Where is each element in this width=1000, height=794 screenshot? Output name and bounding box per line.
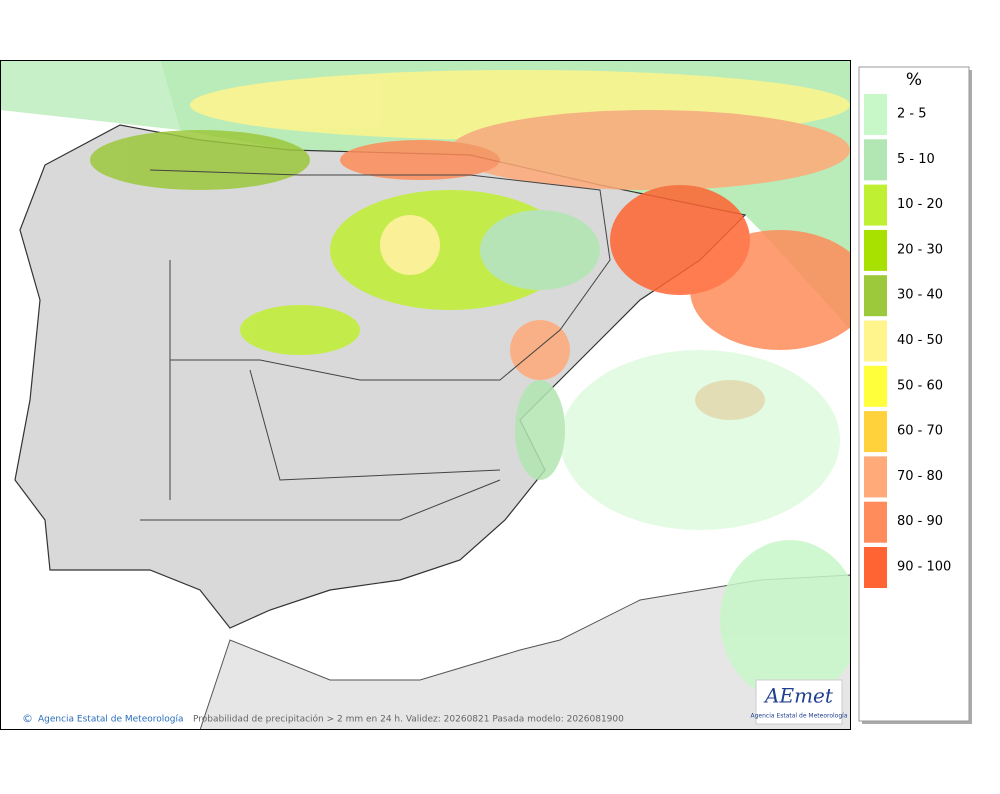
legend-label: 5 - 10 bbox=[897, 152, 935, 167]
legend-label: 2 - 5 bbox=[897, 107, 927, 122]
copyright-symbol: © bbox=[22, 712, 33, 725]
sea-north bbox=[0, 60, 180, 130]
legend-swatch bbox=[864, 456, 887, 498]
map-caption: Probabilidad de precipitación > 2 mm en … bbox=[193, 714, 624, 725]
legend-label: 60 - 70 bbox=[897, 424, 943, 439]
legend-label: 70 - 80 bbox=[897, 469, 943, 484]
legend-label: 50 - 60 bbox=[897, 378, 943, 393]
legend-title: % bbox=[906, 70, 922, 90]
legend-swatch bbox=[864, 411, 887, 453]
legend-swatch bbox=[864, 139, 887, 181]
borders bbox=[140, 169, 611, 521]
legend-items: 2 - 5 5 - 10 10 - 20 20 - 30 30 - 40 40 - 50 5… bbox=[864, 94, 951, 588]
legend-label: 40 - 50 bbox=[897, 333, 943, 348]
logo-box bbox=[755, 679, 843, 725]
agency-credit: Agencia Estatal de Meteorología bbox=[38, 715, 184, 725]
legend-label: 80 - 90 bbox=[897, 514, 943, 529]
legend-swatch bbox=[864, 501, 887, 543]
legend-swatch bbox=[864, 365, 887, 407]
logo-name: AEmet bbox=[763, 684, 834, 708]
map-frame bbox=[0, 60, 851, 730]
legend-label: 20 - 30 bbox=[897, 242, 943, 257]
legend-swatch bbox=[864, 229, 887, 271]
map bbox=[0, 60, 851, 730]
legend-swatch bbox=[864, 184, 887, 226]
legend-swatch bbox=[864, 320, 887, 362]
legend-label: 90 - 100 bbox=[897, 560, 951, 575]
legend-swatch bbox=[864, 547, 887, 588]
land-africa bbox=[199, 574, 851, 730]
legend-label: 30 - 40 bbox=[897, 288, 943, 303]
legend-swatch bbox=[864, 94, 887, 135]
logo-subtitle: Agencia Estatal de Meteorología bbox=[751, 713, 848, 720]
legend-swatch bbox=[864, 275, 887, 317]
legend-label: 10 - 20 bbox=[897, 197, 943, 212]
precip-fields bbox=[90, 70, 851, 700]
